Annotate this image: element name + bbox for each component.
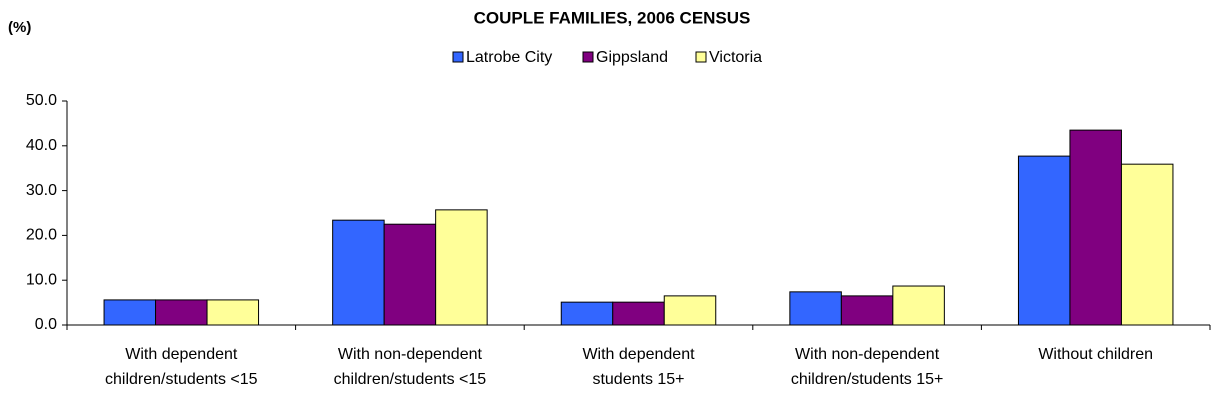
x-tick-label: Without children	[1038, 346, 1153, 363]
bar	[560, 301, 614, 326]
y-tick-label: 50.0	[26, 92, 57, 109]
x-tick-label: With non-dependent children/students <15	[334, 346, 487, 388]
y-tick-label: 30.0	[26, 182, 57, 199]
x-tick-label: With dependent children/students <15	[105, 346, 258, 388]
bar	[892, 285, 945, 326]
x-tick-label: With non-dependent children/students 15+	[791, 346, 944, 388]
legend-label: Victoria	[709, 49, 762, 66]
bar	[663, 295, 717, 326]
bar	[612, 301, 665, 326]
bar	[103, 299, 157, 326]
bar	[789, 291, 842, 326]
bar	[383, 223, 437, 326]
bar	[840, 295, 894, 326]
y-tick-label: 0.0	[35, 316, 57, 333]
legend-swatch	[582, 51, 594, 63]
bar	[1017, 155, 1071, 326]
y-tick-label: 20.0	[26, 227, 57, 244]
legend-label: Latrobe City	[466, 49, 552, 66]
y-tick-label: 10.0	[26, 271, 57, 288]
bar	[206, 299, 260, 326]
bar	[332, 219, 385, 326]
legend-label: Gippsland	[596, 49, 668, 66]
y-tick-label: 40.0	[26, 137, 57, 154]
bar	[1069, 129, 1122, 326]
y-axis-label: (%)	[8, 19, 31, 36]
legend-swatch	[452, 51, 464, 63]
x-tick-label: With dependent students 15+	[582, 346, 695, 388]
chart-title: COUPLE FAMILIES, 2006 CENSUS	[474, 8, 751, 27]
bar	[435, 209, 488, 326]
bar	[155, 299, 208, 326]
legend-swatch	[695, 51, 707, 63]
bar	[1120, 163, 1174, 326]
